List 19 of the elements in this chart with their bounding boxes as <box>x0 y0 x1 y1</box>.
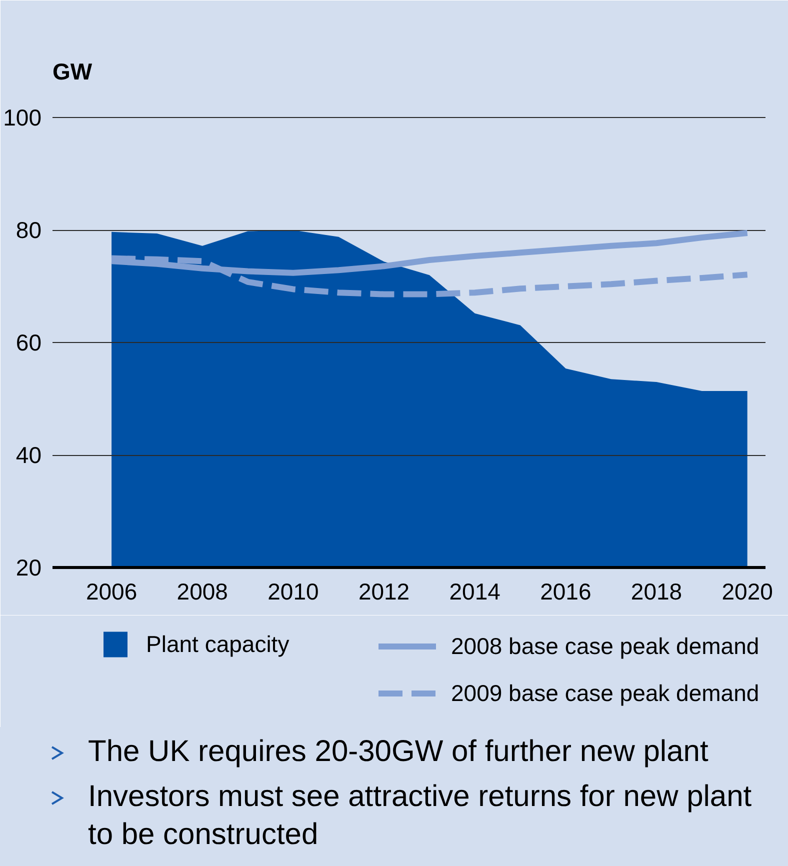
y-axis-title: GW <box>52 58 92 84</box>
y-tick-label: 20 <box>16 554 42 580</box>
x-tick-label: 2008 <box>176 578 228 604</box>
y-tick-label: 100 <box>3 104 42 131</box>
x-tick-label: 2014 <box>449 578 501 604</box>
legend-label: Plant capacity <box>146 630 290 658</box>
x-tick-label: 2016 <box>540 578 592 604</box>
x-tick-label: 2012 <box>358 578 410 604</box>
x-tick-label: 2020 <box>722 578 773 604</box>
text: The UK requires 20-30GW of further new plant <box>88 734 710 770</box>
x-tick-label: 2018 <box>630 578 682 604</box>
y-tick-label: 40 <box>16 442 42 468</box>
x-tick-label: 2006 <box>86 578 138 604</box>
x-tick-label: 2010 <box>268 578 319 604</box>
y-tick-label: 80 <box>16 217 42 244</box>
y-tick-label: 60 <box>16 330 42 356</box>
legend-label: 2009 base case peak demand <box>451 680 760 706</box>
legend-label: 2008 base case peak demand <box>451 632 760 660</box>
text: Investors must see attractive returns for new plant to be constructed <box>88 779 753 853</box>
